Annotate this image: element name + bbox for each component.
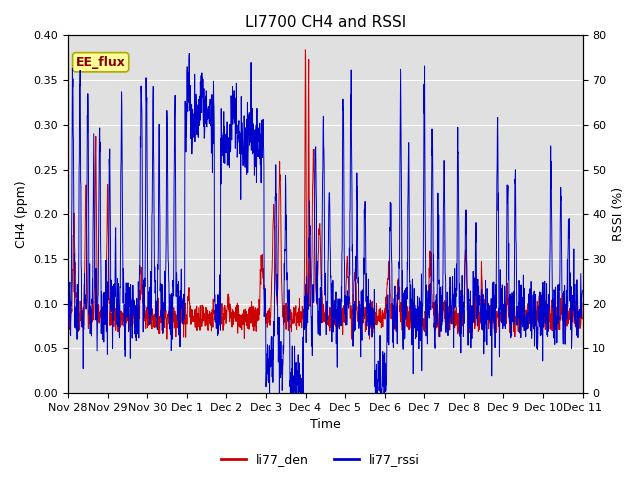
- Text: EE_flux: EE_flux: [76, 56, 125, 69]
- X-axis label: Time: Time: [310, 419, 340, 432]
- Y-axis label: RSSI (%): RSSI (%): [612, 187, 625, 241]
- Y-axis label: CH4 (ppm): CH4 (ppm): [15, 180, 28, 248]
- Legend: li77_den, li77_rssi: li77_den, li77_rssi: [216, 448, 424, 471]
- Title: LI7700 CH4 and RSSI: LI7700 CH4 and RSSI: [244, 15, 406, 30]
